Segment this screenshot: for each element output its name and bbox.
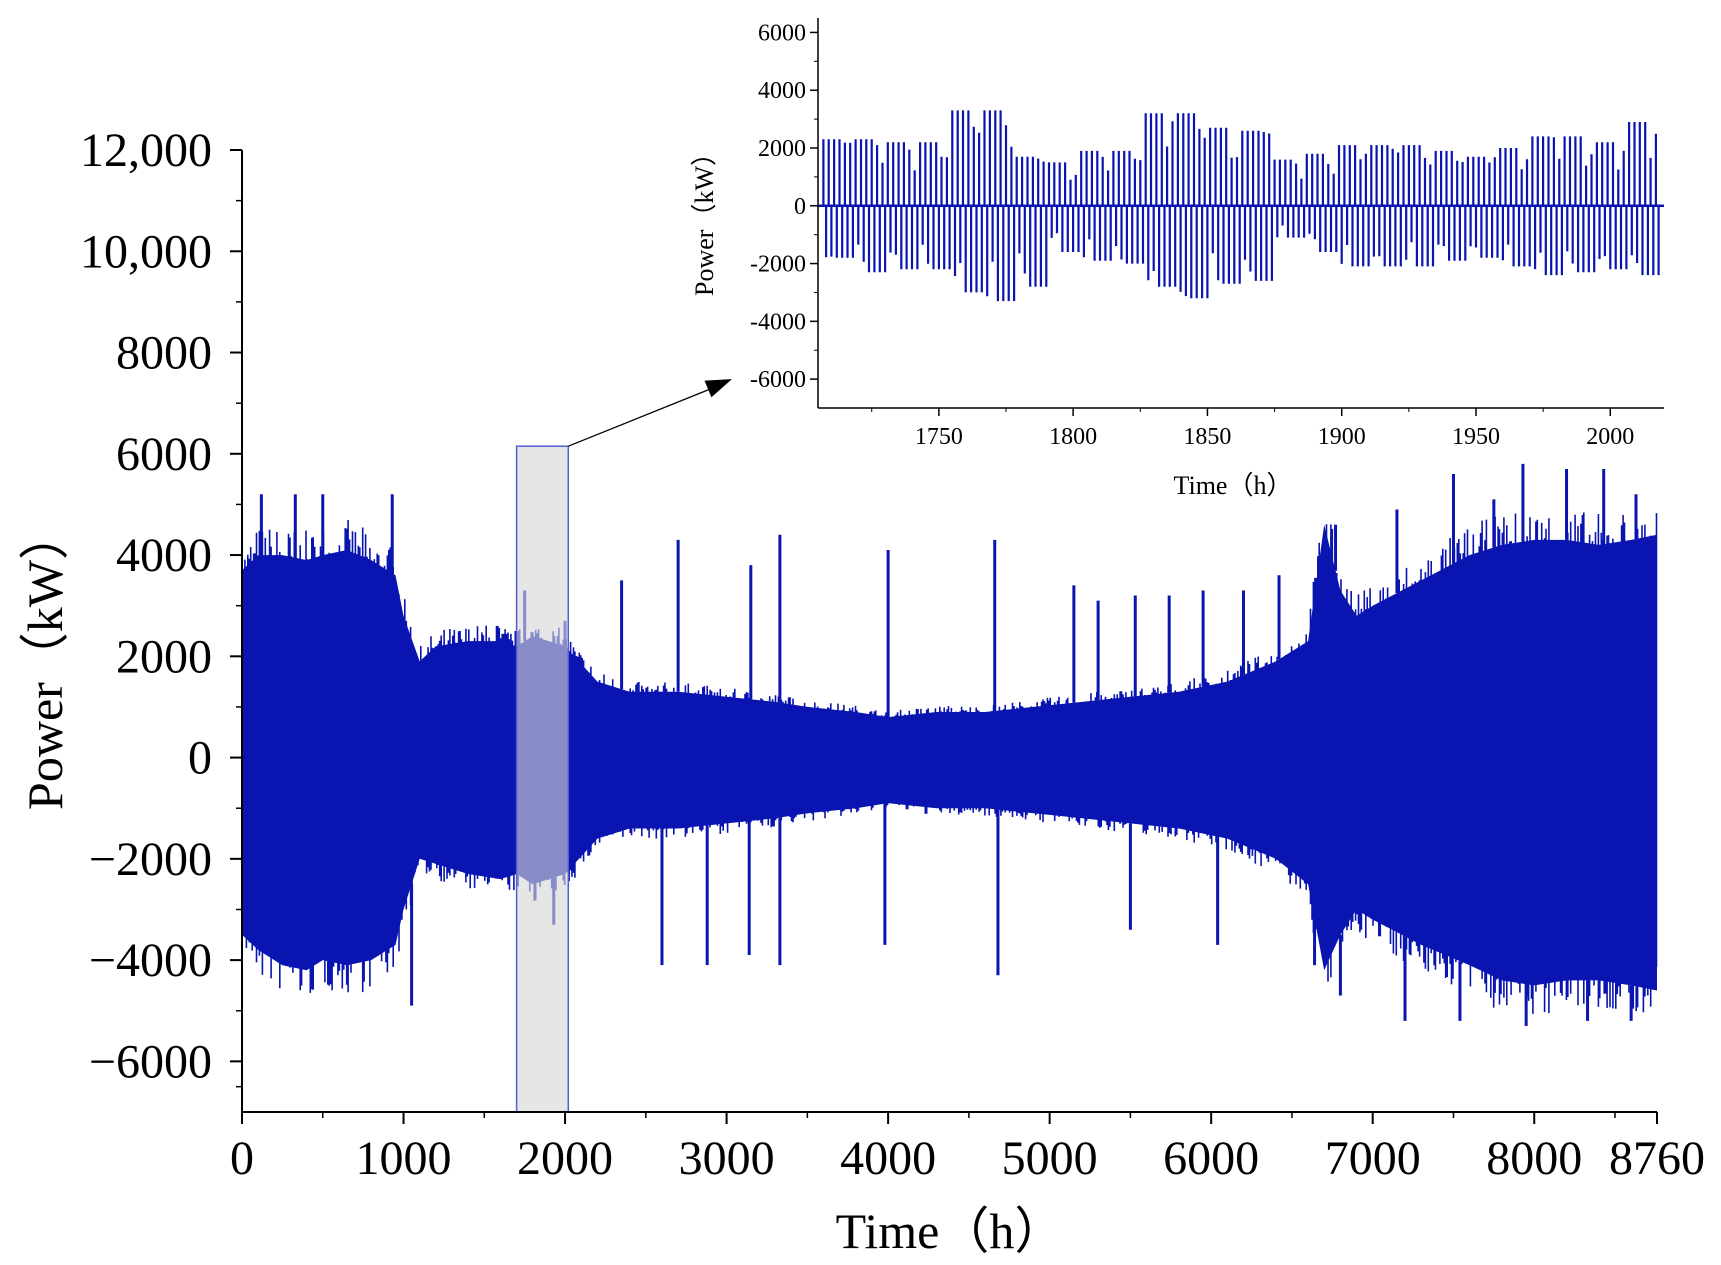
- main-x-tick-label: 0: [230, 1132, 254, 1185]
- inset-y-tick-label: -4000: [750, 309, 806, 335]
- zoom-highlight-box: [515, 445, 570, 1113]
- main-plot: −6000 −4000 −2000 0 2000 4000 6000 8000 10,000 12…: [17, 124, 1705, 1259]
- main-x-tick-label: 1000: [356, 1132, 452, 1185]
- main-y-tick-label: 2000: [116, 630, 212, 683]
- main-y-tick-label: 4000: [116, 529, 212, 582]
- main-x-tick-label: 7000: [1325, 1132, 1421, 1185]
- inset-axes: -6000 -4000 -2000 0 2000 4000 6000 1750 1800 1850…: [750, 18, 1664, 450]
- main-y-tick-label: 8000: [116, 327, 212, 380]
- main-y-tick-label: 0: [188, 732, 212, 785]
- inset-y-tick-label: 4000: [758, 78, 806, 104]
- main-x-tick-label: 5000: [1002, 1132, 1098, 1185]
- zoom-arrow-line: [568, 388, 711, 447]
- main-y-tick-label: 12,000: [80, 124, 212, 177]
- inset-x-tick-label: 1900: [1318, 424, 1366, 450]
- inset-y-tick-label: 6000: [758, 20, 806, 46]
- inset-x-tick-label: 1800: [1049, 424, 1097, 450]
- zoom-arrow: [568, 379, 732, 447]
- main-y-tick-label: 10,000: [80, 225, 212, 278]
- inset-data-layer: [818, 110, 1664, 302]
- main-y-tick-label: −6000: [89, 1035, 212, 1088]
- inset-x-tick-label: 1750: [915, 424, 963, 450]
- main-axes: −6000 −4000 −2000 0 2000 4000 6000 8000 10,000 12…: [80, 124, 1705, 1185]
- inset-y-axis-title: Power（kW）: [690, 140, 719, 296]
- main-y-tick-label: −4000: [89, 934, 212, 987]
- zoom-highlight-layer: [515, 445, 570, 1113]
- inset-y-tick-label: -6000: [750, 367, 806, 393]
- inset-y-tick-label: 0: [794, 194, 806, 220]
- inset-x-tick-label: 2000: [1586, 424, 1634, 450]
- inset-x-tick-label: 1950: [1452, 424, 1500, 450]
- main-x-tick-label: 4000: [840, 1132, 936, 1185]
- zoom-arrow-head: [704, 379, 732, 398]
- inset-y-tick-label: 2000: [758, 136, 806, 162]
- main-data-layer: [241, 463, 1658, 1026]
- inset-x-tick-label: 1850: [1183, 424, 1231, 450]
- main-y-axis-title: Power（kW）: [17, 510, 73, 810]
- main-x-tick-label: 8760: [1609, 1132, 1705, 1185]
- main-y-tick-label: −2000: [89, 833, 212, 886]
- main-x-tick-label: 2000: [517, 1132, 613, 1185]
- main-y-tick-label: 6000: [116, 428, 212, 481]
- main-x-tick-label: 8000: [1486, 1132, 1582, 1185]
- main-x-tick-label: 3000: [679, 1132, 775, 1185]
- inset-series-bars: [822, 110, 1660, 302]
- inset-y-tick-label: -2000: [750, 252, 806, 278]
- inset-x-axis-title: Time（h）: [1174, 471, 1293, 500]
- main-x-tick-label: 6000: [1163, 1132, 1259, 1185]
- main-x-axis-title: Time（h）: [836, 1203, 1065, 1259]
- inset-plot: -6000 -4000 -2000 0 2000 4000 6000 1750 1800 1850…: [690, 18, 1664, 500]
